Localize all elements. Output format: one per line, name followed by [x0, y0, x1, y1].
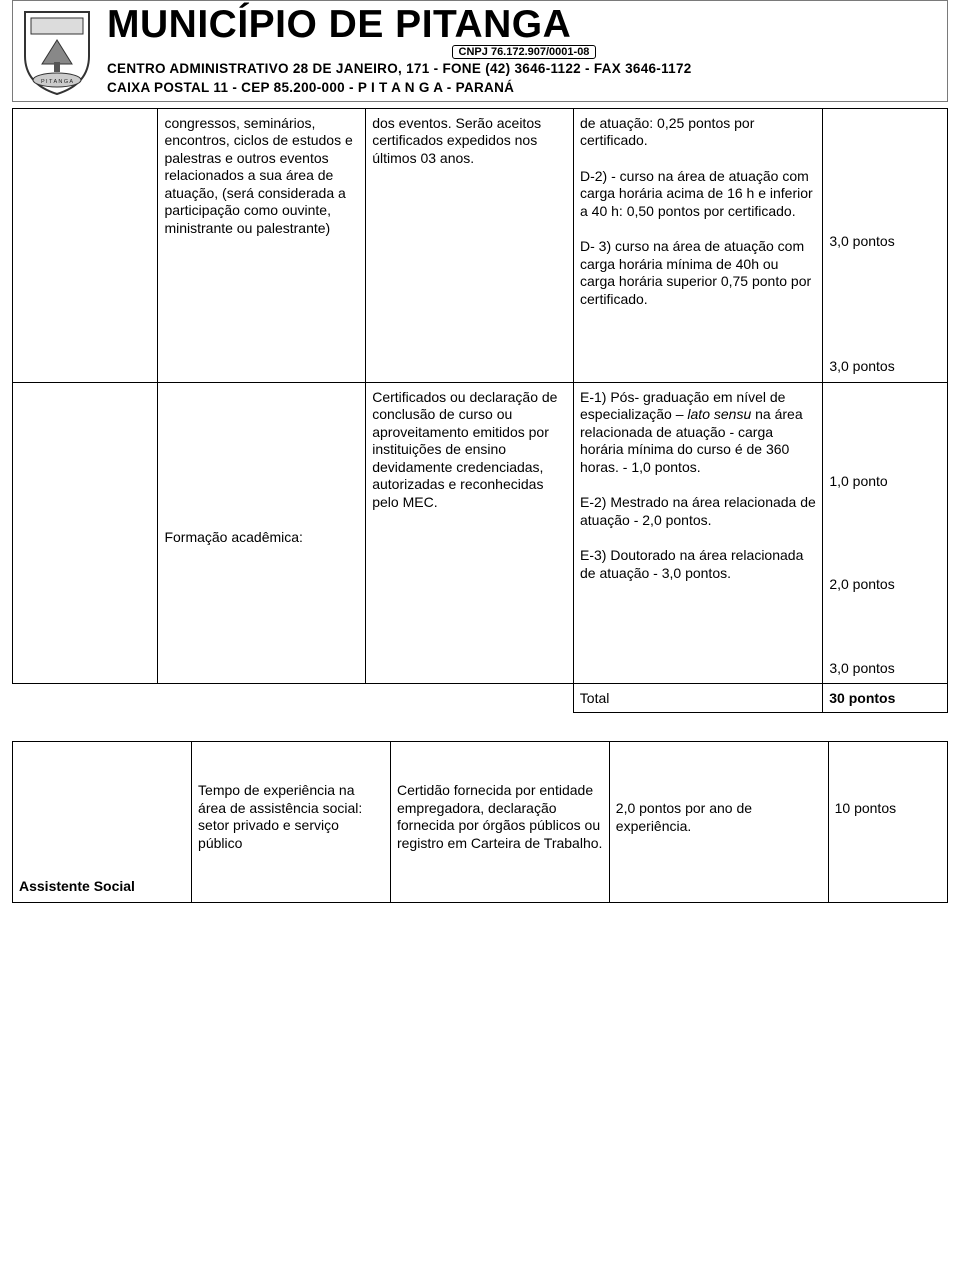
cell-proof: Certidão fornecida por entidade empregad… — [390, 742, 609, 903]
total-row: Total 30 pontos — [12, 683, 948, 713]
cell-points: 10 pontos — [828, 742, 947, 903]
exp-proof: Certidão fornecida por entidade empregad… — [397, 782, 602, 851]
cell-points: 3,0 pontos 3,0 pontos — [823, 108, 948, 382]
address-line-2: CAIXA POSTAL 11 - CEP 85.200-000 - P I T… — [107, 80, 941, 97]
cell-criteria: 2,0 pontos por ano de experiência. — [609, 742, 828, 903]
role-name: Assistente Social — [19, 878, 135, 894]
criteria-e1: E-1) Pós- graduação em nível de especial… — [580, 389, 816, 477]
letterhead: P I T A N G A MUNICÍPIO DE PITANGA CNPJ … — [12, 0, 948, 102]
page: P I T A N G A MUNICÍPIO DE PITANGA CNPJ … — [0, 0, 960, 923]
criteria-d3: D- 3) curso na área de atuação com carga… — [580, 238, 816, 308]
total-label: Total — [573, 684, 822, 713]
crest-icon: P I T A N G A — [13, 1, 101, 101]
cell-role: Assistente Social — [13, 742, 192, 903]
points-value: 2,0 pontos — [829, 576, 941, 594]
points-value: 3,0 pontos — [829, 233, 941, 251]
table-row: congressos, seminários, encontros, ciclo… — [13, 108, 948, 382]
address-line-1: CENTRO ADMINISTRATIVO 28 DE JANEIRO, 171… — [107, 61, 941, 78]
e1-lato-sensu: lato sensu — [687, 406, 751, 422]
cnpj-box: CNPJ 76.172.907/0001-08 — [452, 45, 597, 59]
criteria-d1: de atuação: 0,25 pontos por certificado. — [580, 115, 816, 150]
table-row: Formação acadêmica: Certificados ou decl… — [13, 382, 948, 684]
cell-criteria: E-1) Pós- graduação em nível de especial… — [574, 382, 823, 684]
cell-description: congressos, seminários, encontros, ciclo… — [158, 108, 366, 382]
cell-description: Tempo de experiência na área de assistên… — [192, 742, 391, 903]
criteria-table: congressos, seminários, encontros, ciclo… — [12, 108, 948, 685]
criteria-e2: E-2) Mestrado na área relacionada de atu… — [580, 494, 816, 529]
svg-text:P I T A N G A: P I T A N G A — [41, 79, 73, 85]
letterhead-text: MUNICÍPIO DE PITANGA CNPJ 76.172.907/000… — [101, 1, 947, 101]
points-value: 1,0 ponto — [829, 473, 941, 491]
cell-description: Formação acadêmica: — [158, 382, 366, 684]
exp-points: 10 pontos — [835, 800, 897, 816]
cell-proof: dos eventos. Serão aceitos certificados … — [366, 108, 574, 382]
formation-label: Formação acadêmica: — [164, 529, 303, 545]
cell-empty — [13, 108, 158, 382]
exp-description: Tempo de experiência na área de assistên… — [198, 782, 362, 851]
points-value: 3,0 pontos — [829, 660, 941, 678]
cell-proof: Certificados ou declaração de conclusão … — [366, 382, 574, 684]
criteria-e3: E-3) Doutorado na área relacionada de at… — [580, 547, 816, 582]
total-value: 30 pontos — [823, 684, 948, 713]
cell-criteria: de atuação: 0,25 pontos por certificado.… — [574, 108, 823, 382]
cell-points: 1,0 ponto 2,0 pontos 3,0 pontos — [823, 382, 948, 684]
municipality-title: MUNICÍPIO DE PITANGA — [107, 5, 941, 44]
points-value: 3,0 pontos — [829, 358, 941, 376]
role-table: Assistente Social Tempo de experiência n… — [12, 741, 948, 903]
criteria-d2: D-2) - curso na área de atuação com carg… — [580, 168, 816, 221]
table-row: Assistente Social Tempo de experiência n… — [13, 742, 948, 903]
cell-empty — [13, 382, 158, 684]
exp-criteria: 2,0 pontos por ano de experiência. — [616, 800, 752, 834]
